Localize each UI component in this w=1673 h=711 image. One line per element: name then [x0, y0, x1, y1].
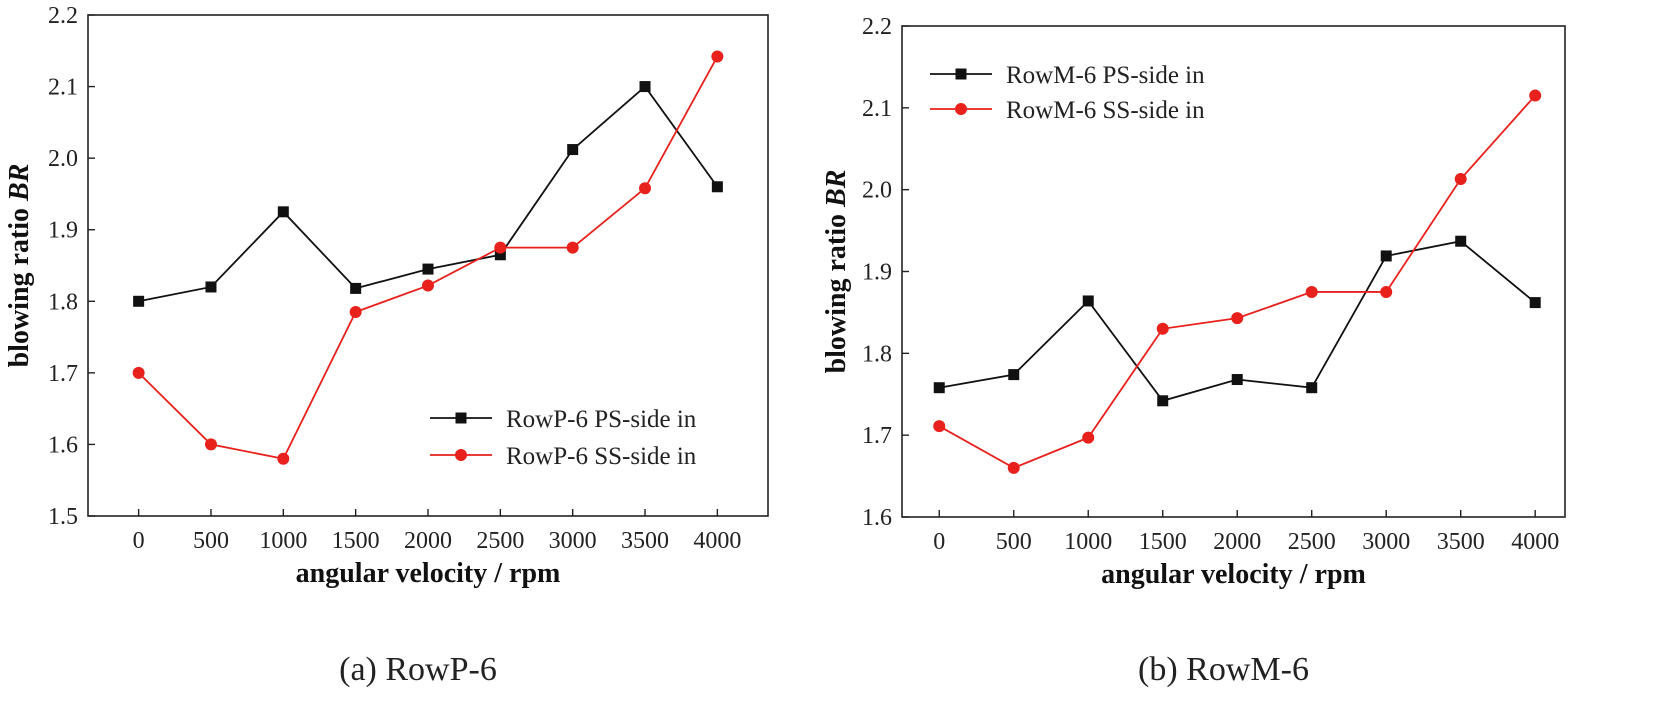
y-tick-label: 1.8 [48, 289, 78, 315]
x-tick-label: 2000 [404, 528, 452, 554]
y-tick-label: 1.7 [48, 361, 78, 387]
x-axis-label: angular velocity / rpm [1101, 559, 1366, 590]
y-tick-label: 2.0 [48, 146, 78, 172]
legend-label: RowP-6 PS-side in [506, 406, 697, 433]
x-tick-label: 2000 [1213, 529, 1261, 555]
y-tick-label: 1.6 [862, 505, 892, 531]
data-point-circle [1082, 431, 1095, 444]
data-point-circle [711, 50, 724, 63]
y-axis-label-symbol: BR [4, 164, 35, 202]
y-tick-label: 1.6 [48, 432, 78, 458]
series-line-1 [938, 94, 1536, 469]
y-tick-label: 2.1 [862, 96, 892, 122]
data-point-square [1529, 297, 1541, 309]
legend-marker-circle [455, 449, 467, 461]
x-axis-label: angular velocity / rpm [296, 558, 561, 589]
data-point-circle [132, 366, 145, 379]
y-tick-label: 1.9 [48, 218, 78, 244]
data-point-square [567, 144, 579, 156]
x-tick-label: 0 [133, 528, 145, 554]
data-point-square [639, 81, 651, 93]
data-point-circle [1231, 312, 1244, 325]
panel-caption: (a) RowP-6 [339, 651, 497, 688]
data-point-square [1157, 395, 1169, 407]
x-tick-label: 4000 [693, 528, 741, 554]
data-point-circle [1529, 89, 1542, 102]
legend-label: RowM-6 SS-side in [1006, 97, 1205, 124]
data-point-circle [1305, 285, 1318, 298]
x-tick-label: 3500 [1437, 529, 1485, 555]
legend-marker-square [955, 68, 967, 80]
data-point-circle [1156, 322, 1169, 335]
data-point-square [1008, 369, 1020, 381]
legend-label: RowP-6 SS-side in [506, 443, 697, 470]
y-tick-label: 2.2 [862, 14, 892, 40]
x-tick-label: 2500 [1288, 529, 1336, 555]
x-tick-label: 1500 [332, 528, 380, 554]
y-axis-label: blowing ratio BR [821, 170, 852, 374]
data-point-circle [933, 420, 946, 433]
x-tick-label: 1000 [1064, 529, 1112, 555]
series-line-1 [138, 56, 719, 460]
data-point-square [1082, 295, 1094, 307]
data-point-circle [566, 241, 579, 254]
x-tick-label: 500 [996, 529, 1032, 555]
data-point-square [933, 382, 945, 394]
x-tick-label: 1000 [259, 528, 307, 554]
data-point-square [422, 263, 434, 275]
data-point-square [205, 281, 217, 293]
plot-frame [901, 25, 1566, 518]
panel-caption: (b) RowM-6 [1138, 651, 1309, 688]
x-tick-label: 3500 [621, 528, 669, 554]
y-axis-label-symbol: BR [821, 170, 852, 208]
x-tick-label: 4000 [1511, 529, 1559, 555]
data-point-square [494, 249, 506, 261]
data-point-square [1455, 235, 1467, 247]
y-tick-label: 2.0 [862, 178, 892, 204]
data-point-square [277, 206, 289, 218]
panel-a: 1.5 1.6 1.7 1.8 1.9 2.0 2.1 2.2 0 500 1000 1500 2000… [4, 3, 769, 688]
data-point-square [133, 295, 145, 307]
data-point-circle [494, 241, 507, 254]
legend-marker-square [455, 412, 467, 424]
y-axis-label-text: blowing ratio [4, 201, 35, 367]
data-point-circle [422, 279, 434, 292]
x-tick-label: 500 [193, 528, 229, 554]
panel-b: 1.6 1.7 1.8 1.9 2.0 2.1 2.2 0 500 1000 1500 2000 250… [821, 14, 1566, 688]
y-tick-label: 2.2 [48, 3, 78, 29]
y-tick-label: 2.1 [48, 75, 78, 101]
data-point-circle [1454, 173, 1467, 186]
data-point-square [1306, 382, 1318, 394]
x-tick-label: 2500 [476, 528, 524, 554]
legend-marker-circle [955, 103, 967, 115]
data-point-circle [349, 306, 362, 319]
data-point-circle [639, 182, 652, 195]
data-point-circle [1380, 285, 1393, 298]
x-tick-label: 3000 [549, 528, 597, 554]
y-tick-label: 1.7 [862, 423, 892, 449]
data-point-square [1380, 250, 1392, 262]
data-point-square [350, 282, 362, 294]
y-axis-label-text: blowing ratio [821, 207, 852, 373]
y-axis-label: blowing ratio BR [4, 164, 35, 368]
data-point-circle [1007, 461, 1020, 474]
y-tick-label: 1.5 [48, 504, 78, 530]
data-point-square [711, 181, 723, 193]
y-tick-label: 1.9 [862, 260, 892, 286]
data-point-square [1231, 374, 1243, 386]
x-tick-label: 0 [933, 529, 945, 555]
x-tick-label: 1500 [1139, 529, 1187, 555]
legend-label: RowM-6 PS-side in [1006, 62, 1205, 89]
y-tick-label: 1.8 [862, 341, 892, 367]
data-point-circle [277, 452, 290, 465]
data-point-circle [204, 438, 217, 451]
x-tick-label: 3000 [1362, 529, 1410, 555]
